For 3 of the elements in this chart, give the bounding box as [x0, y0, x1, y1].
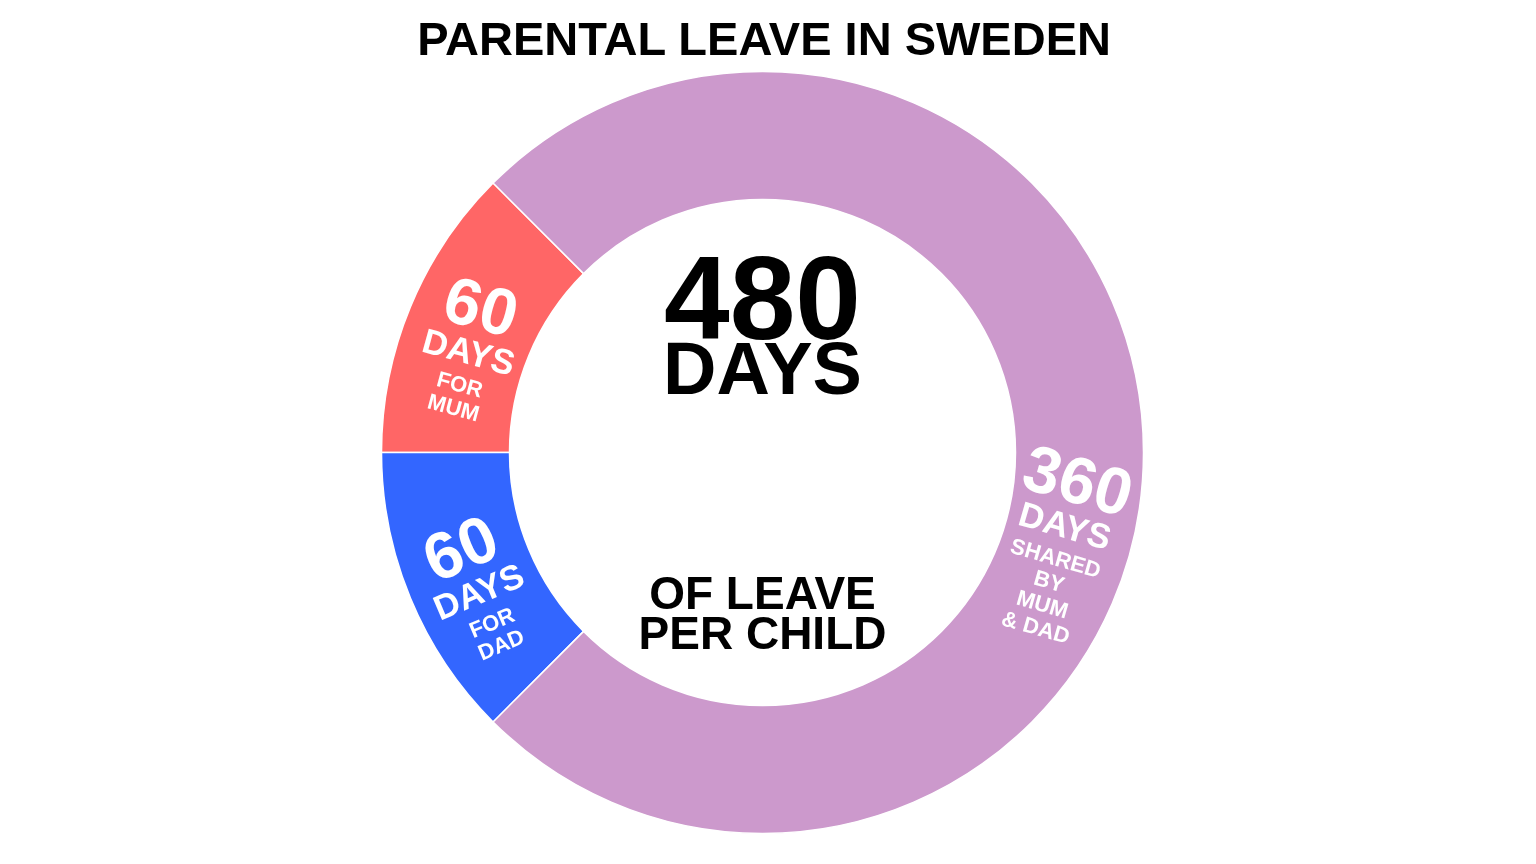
chart-title: PARENTAL LEAVE IN SWEDEN — [417, 12, 1111, 65]
text: 480 DAYS — [663, 231, 862, 410]
text: OF LEAVE PER CHILD — [638, 566, 887, 659]
